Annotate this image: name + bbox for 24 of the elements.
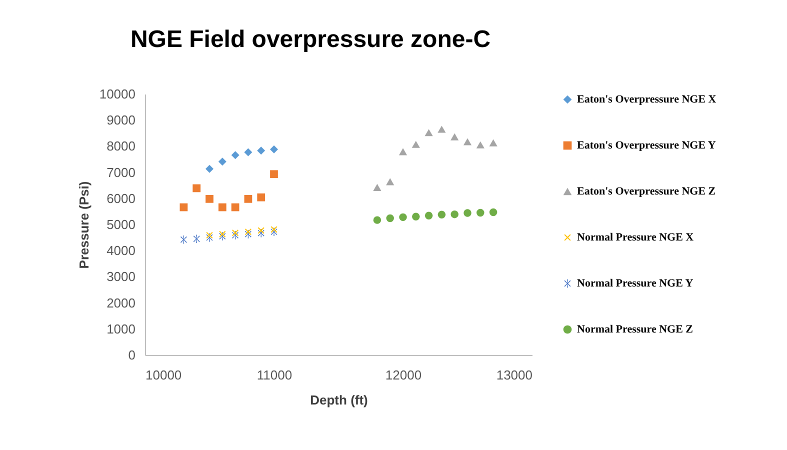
y-axis-title: Pressure (Psi) [76,181,92,269]
x-tick-label: 11000 [256,368,292,382]
x-tick-label: 10000 [146,368,182,382]
legend-label: Normal Pressure NGE Z [577,324,693,336]
y-tick-label: 1000 [106,321,136,336]
y-tick-label: 4000 [106,243,136,258]
y-tick-label: 7000 [106,164,136,180]
x-axis-title: Depth (ft) [310,392,368,408]
legend-label: Normal Pressure NGE X [577,232,694,244]
legend-label: Eaton's Overpressure NGE Z [577,186,716,198]
legend-label: Normal Pressure NGE Y [577,278,694,290]
legend-label: Eaton's Overpressure NGE Y [577,140,716,152]
x-tick-label: 13000 [496,368,532,382]
y-tick-label: 3000 [106,269,136,284]
y-tick-label: 9000 [106,112,136,128]
y-tick-label: 8000 [106,138,136,154]
y-tick-label: 5000 [106,217,136,232]
y-tick-label: 6000 [106,190,136,206]
y-tick-label: 10000 [99,86,136,102]
chart-title: NGE Field overpressure zone-C [130,26,491,53]
y-tick-label: 2000 [106,295,136,310]
x-tick-label: 12000 [385,368,422,382]
y-tick-label: 0 [128,348,136,362]
legend-label: Eaton's Overpressure NGE X [577,94,716,106]
